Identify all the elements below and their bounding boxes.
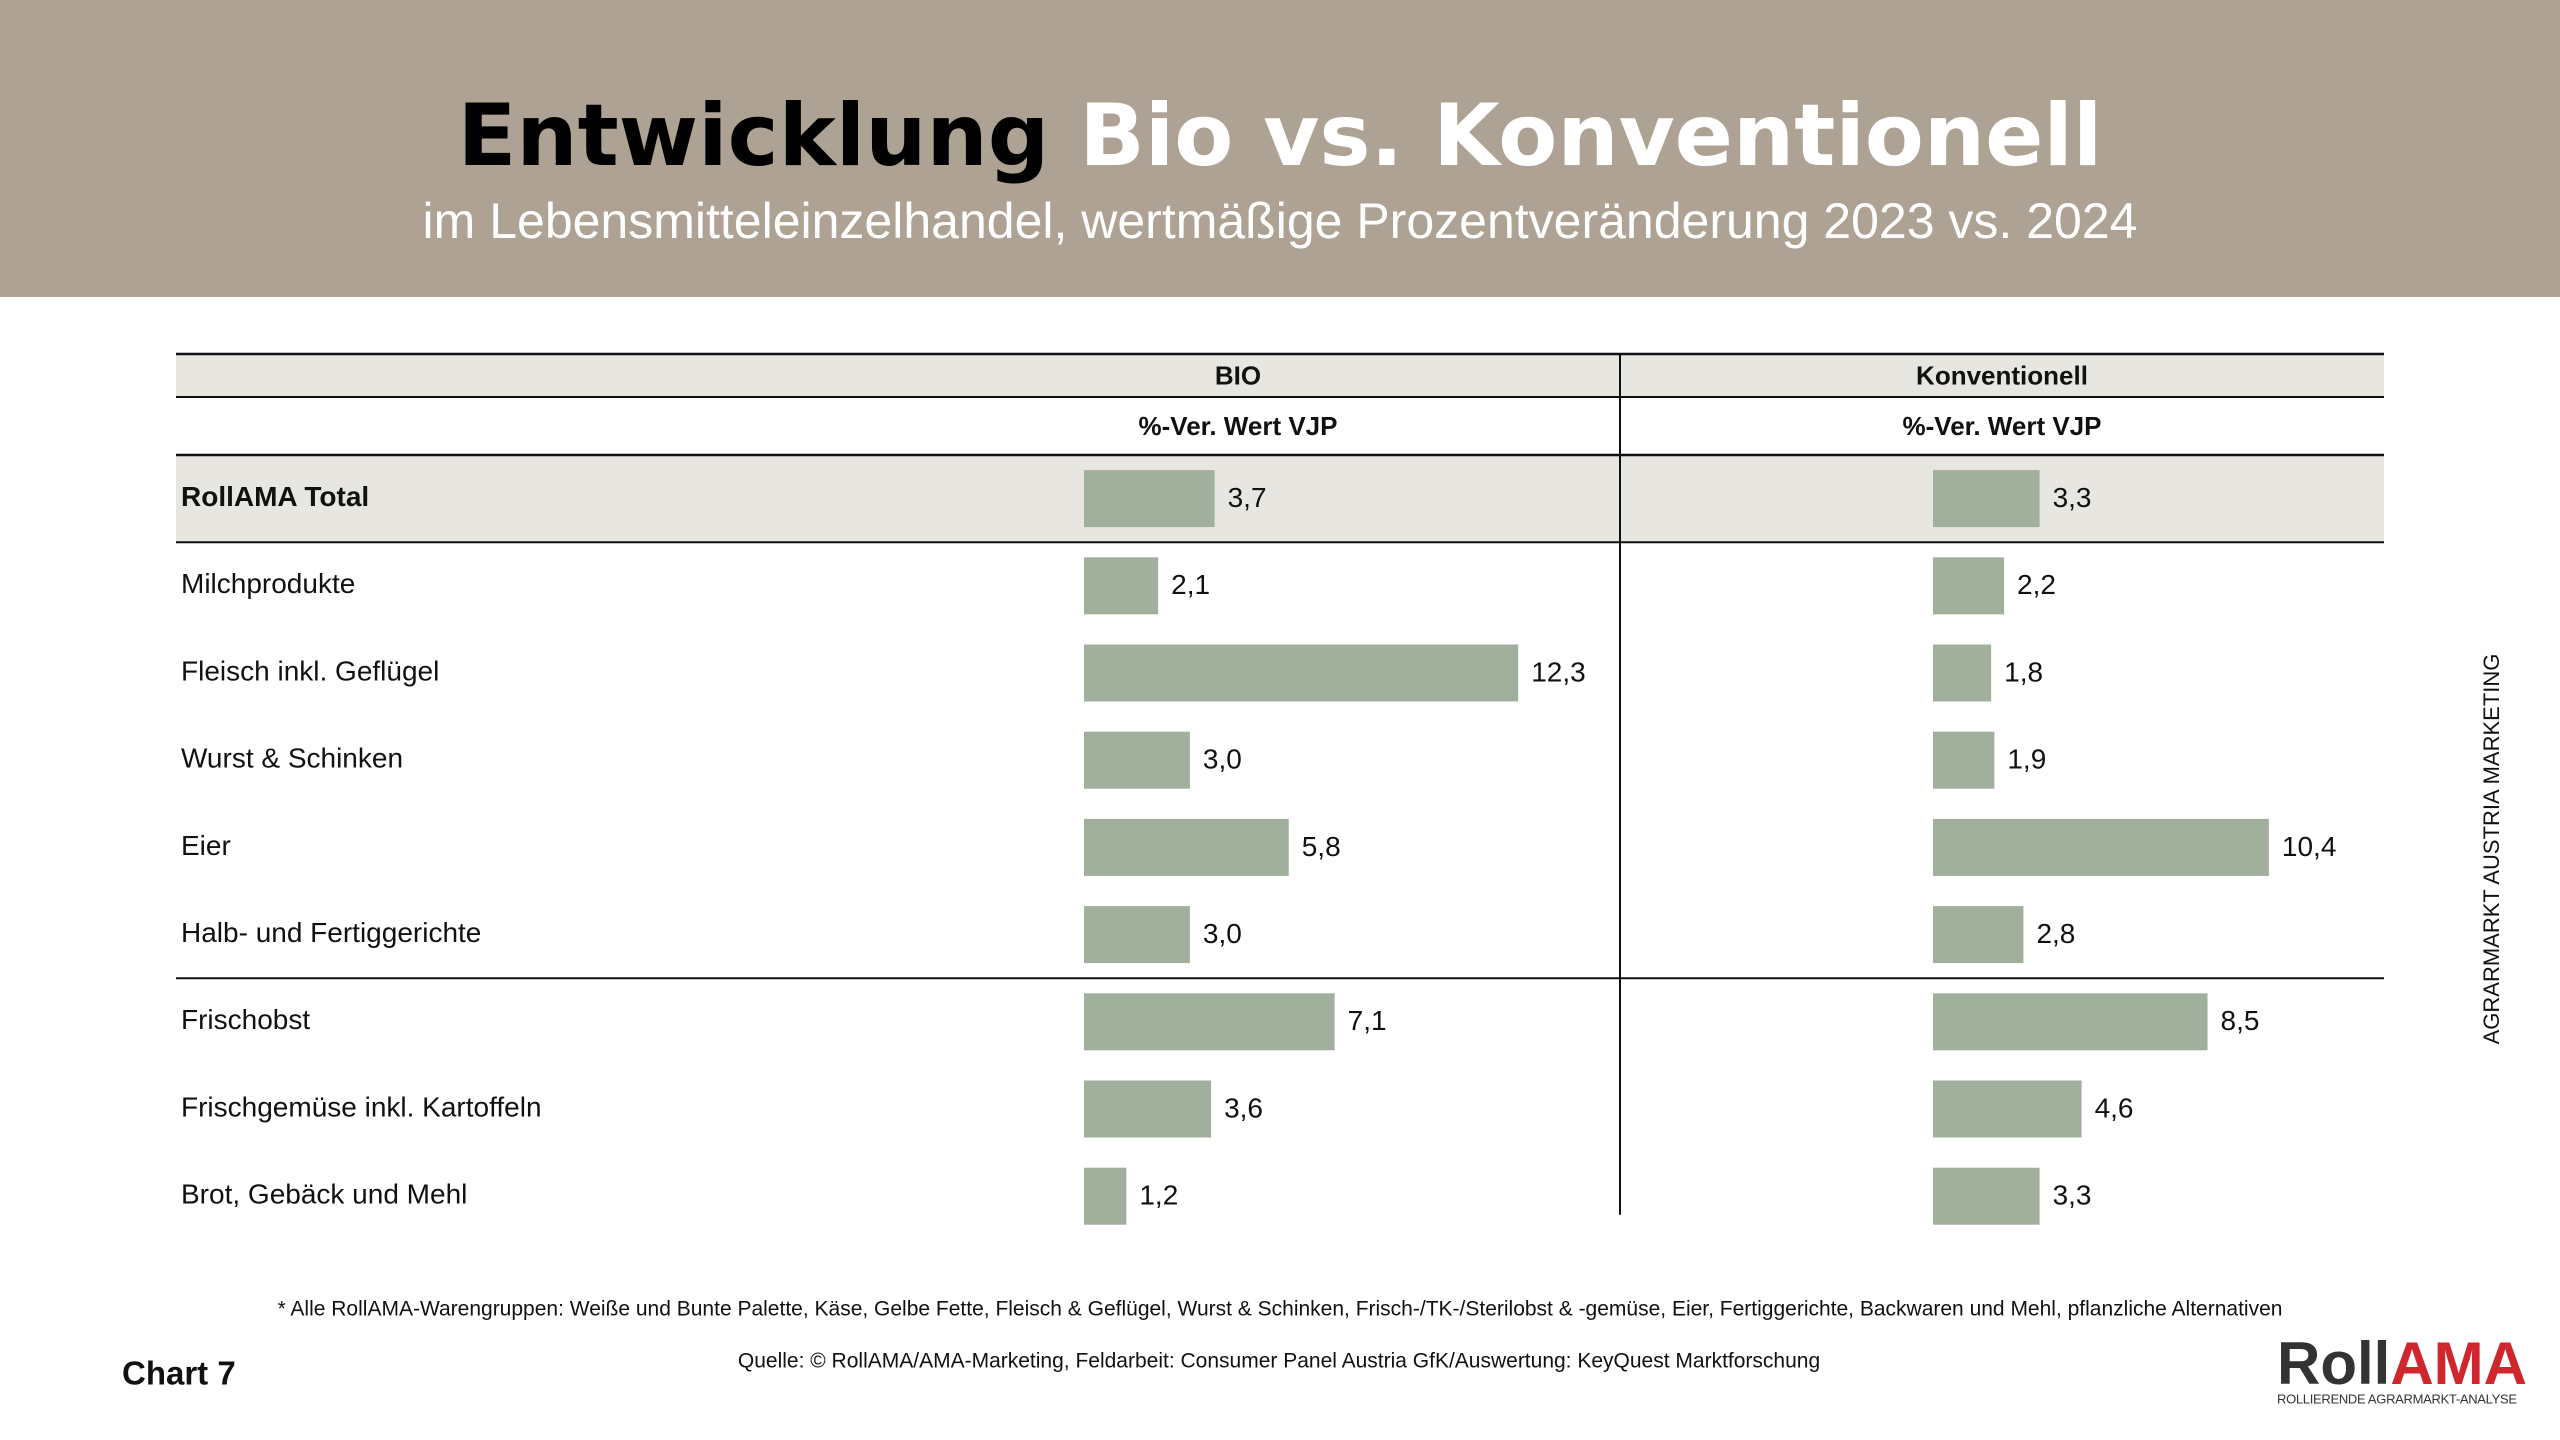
column-subheader: %-Ver. Wert VJP	[1903, 411, 2102, 441]
value-label: 3,3	[2053, 1180, 2092, 1211]
value-label: 8,5	[2221, 1005, 2260, 1036]
logo-part: Roll	[2277, 1330, 2390, 1397]
header-band	[0, 0, 2560, 297]
bar	[1933, 557, 2005, 615]
bar	[1084, 470, 1215, 528]
bar	[1084, 644, 1519, 702]
value-label: 1,2	[1139, 1180, 1178, 1211]
bar	[1933, 993, 2208, 1051]
value-label: 10,4	[2282, 831, 2337, 862]
bar	[1084, 906, 1190, 964]
column-header: Konventionell	[1916, 360, 2088, 390]
bar	[1084, 818, 1289, 876]
table: RollAMA Total Milchprodukte Fleisch inkl. …	[176, 352, 2384, 1225]
column-subheader: %-Ver. Wert VJP	[1139, 411, 1338, 441]
title: Entwicklung Bio vs. Konventionell	[458, 86, 2103, 186]
bar	[1084, 557, 1159, 615]
title-part: Konventionell	[1433, 86, 2102, 186]
value-label: 3,0	[1203, 744, 1242, 775]
title-part: Entwicklung	[458, 86, 1050, 186]
category-label: Brot, Gebäck und Mehl	[181, 1179, 467, 1210]
category-label: Milchprodukte	[181, 568, 355, 599]
category-label: Halb- und Fertiggerichte	[181, 917, 481, 948]
chart-label: Chart 7	[122, 1355, 236, 1392]
value-label: 3,3	[2053, 482, 2092, 513]
logo-part: AMA	[2390, 1330, 2527, 1397]
value-label: 2,1	[1171, 569, 1210, 600]
subtitle: im Lebensmitteleinzelhandel, wertmäßige …	[423, 193, 2138, 249]
value-label: 3,0	[1203, 918, 1242, 949]
value-label: 1,9	[2007, 744, 2046, 775]
bar	[1933, 906, 2024, 964]
value-label: 1,8	[2004, 656, 2043, 687]
footnote: * Alle RollAMA-Warengruppen: Weiße und B…	[278, 1298, 2283, 1321]
category-label: Fleisch inkl. Geflügel	[181, 655, 439, 686]
value-label: 2,8	[2036, 918, 2075, 949]
bar	[1933, 1080, 2082, 1138]
category-label: Frischgemüse inkl. Kartoffeln	[181, 1091, 542, 1122]
value-label: 3,6	[1224, 1092, 1263, 1123]
bar	[1933, 818, 2269, 876]
category-label: Wurst & Schinken	[181, 743, 403, 774]
category-label: Frischobst	[181, 1004, 310, 1035]
bar	[1084, 1080, 1212, 1138]
header-row-bg	[176, 354, 2384, 397]
bar	[1933, 1167, 2040, 1225]
value-label: 5,8	[1302, 831, 1341, 862]
side-label: AGRARMARKT AUSTRIA MARKETING	[2479, 654, 2504, 1045]
bar	[1933, 470, 2040, 528]
bar	[1933, 644, 1992, 702]
logo: RollAMA	[2277, 1330, 2527, 1397]
value-label: 2,2	[2017, 569, 2056, 600]
column-header: BIO	[1215, 360, 1261, 390]
source: Quelle: © RollAMA/AMA-Marketing, Feldarb…	[738, 1350, 1820, 1373]
value-label: 4,6	[2095, 1092, 2134, 1123]
value-label: 7,1	[1348, 1005, 1387, 1036]
bar	[1084, 993, 1335, 1051]
category-label: RollAMA Total	[181, 481, 369, 512]
category-label: Eier	[181, 830, 231, 861]
bar	[1084, 1167, 1127, 1225]
value-label: 12,3	[1531, 656, 1586, 687]
value-label: 3,7	[1228, 482, 1267, 513]
bar	[1084, 731, 1190, 789]
logo-tagline: ROLLIERENDE AGRARMARKT-ANALYSE	[2277, 1391, 2517, 1406]
title-part: Bio vs.	[1079, 86, 1403, 186]
bar	[1933, 731, 1995, 789]
